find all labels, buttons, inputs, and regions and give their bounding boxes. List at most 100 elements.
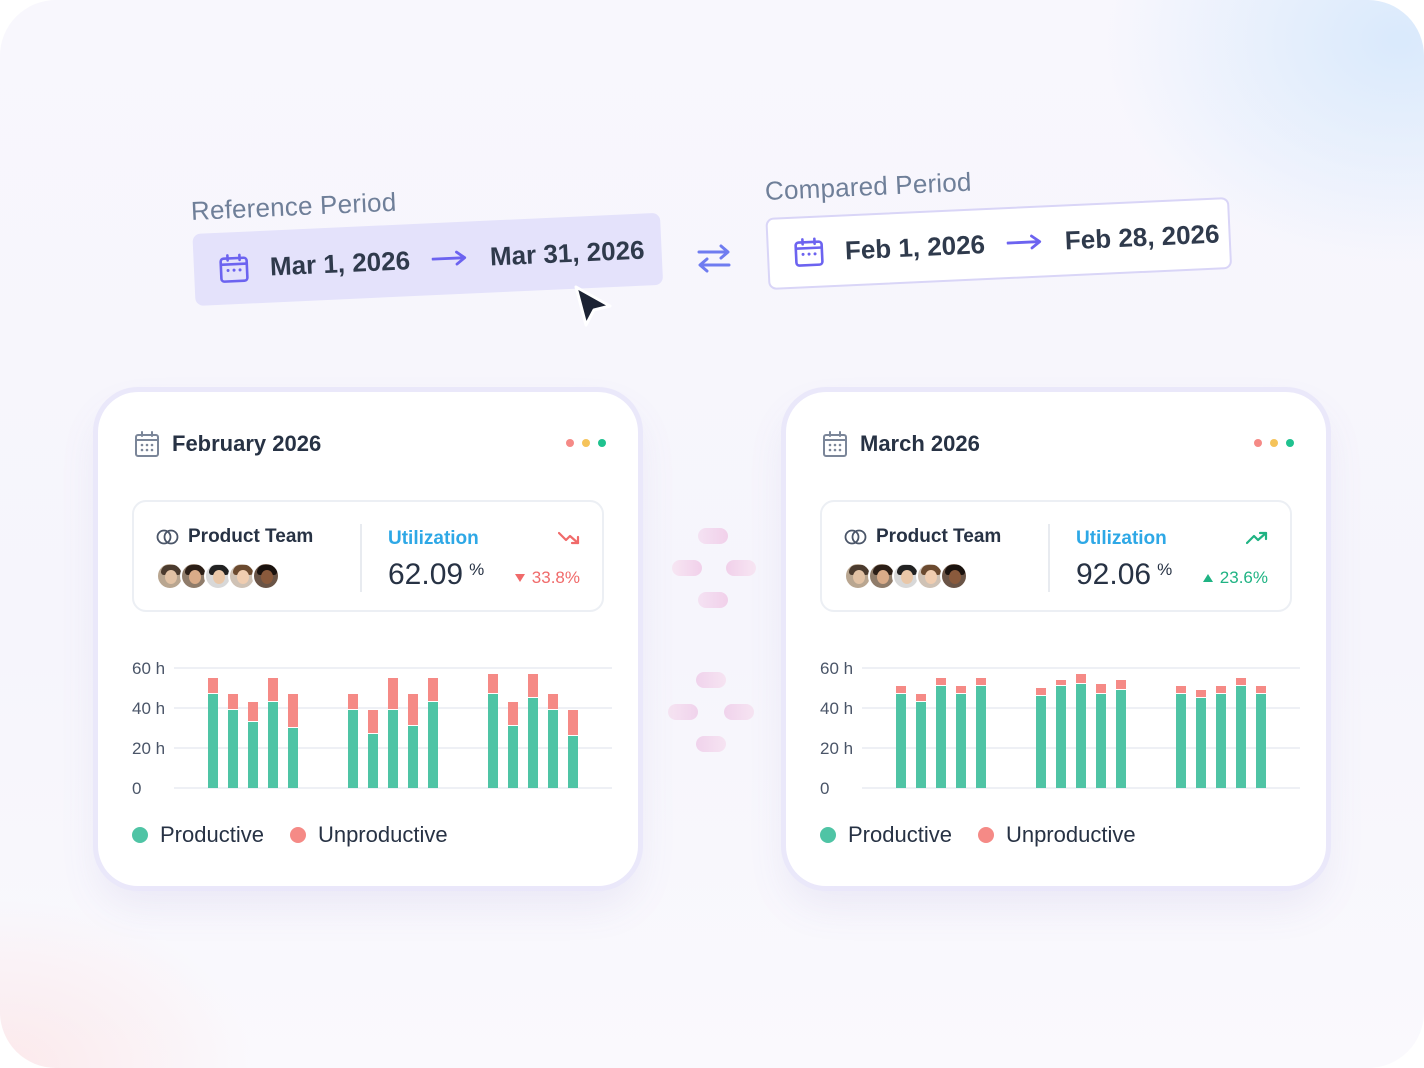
connector-decoration [668, 704, 698, 720]
bar-unproductive [508, 702, 518, 725]
y-tick-label: 0 [132, 779, 141, 798]
bar-unproductive [916, 694, 926, 701]
bar-productive [268, 702, 278, 788]
reference-end-date[interactable]: Mar 31, 2026 [489, 234, 646, 272]
bar-unproductive [1216, 686, 1226, 693]
bar-productive [548, 710, 558, 788]
legend-item-unproductive: Unproductive [977, 822, 1136, 848]
divider [1048, 524, 1050, 592]
window-dot-red [1254, 439, 1262, 447]
window-dot-yellow [1270, 439, 1278, 447]
mouse-pointer-icon [574, 285, 612, 327]
y-tick-label: 20 h [820, 739, 853, 758]
bar-unproductive [896, 686, 906, 693]
avatar [180, 562, 208, 590]
stacked-bar-chart: 0 20 h 40 h 60 h [132, 659, 612, 798]
bar-productive [348, 710, 358, 788]
bar-productive [1096, 694, 1106, 788]
connector-decoration [726, 560, 756, 576]
bar-productive [1036, 696, 1046, 788]
chart-legend: Productive Unproductive [132, 822, 474, 848]
calendar-icon [794, 237, 824, 267]
legend-dot-unproductive [289, 827, 306, 843]
bar-unproductive [488, 674, 498, 693]
bar-unproductive [288, 694, 298, 727]
utilization-delta: 23.6% [1202, 568, 1268, 588]
swap-arrows-icon[interactable] [696, 242, 732, 274]
bar-unproductive [1176, 686, 1186, 693]
bar-unproductive [1236, 678, 1246, 685]
bar-unproductive [368, 710, 378, 733]
bar-productive [228, 710, 238, 788]
reference-period-picker[interactable]: Mar 1, 2026 Mar 31, 2026 [192, 212, 664, 306]
stacked-bar-chart: 0 20 h 40 h 60 h [820, 659, 1300, 798]
compared-start-date[interactable]: Feb 1, 2026 [844, 228, 986, 265]
arrow-right-icon [431, 250, 467, 266]
avatar [916, 562, 944, 590]
calendar-icon [823, 431, 847, 457]
utilization-delta: 33.8% [514, 568, 580, 588]
connector-decoration [724, 704, 754, 720]
bar-unproductive [408, 694, 418, 725]
reference-start-date[interactable]: Mar 1, 2026 [269, 244, 411, 282]
legend-label-unproductive: Unproductive [1005, 822, 1136, 847]
triangle-up-icon [1202, 574, 1213, 582]
compared-end-date[interactable]: Feb 28, 2026 [1064, 217, 1221, 255]
bar-unproductive [528, 674, 538, 697]
bar-unproductive [976, 678, 986, 685]
bar-productive [1056, 686, 1066, 788]
bar-unproductive [1256, 686, 1266, 693]
bar-productive [916, 702, 926, 788]
connector-decoration [696, 736, 726, 752]
team-name: Product Team [188, 526, 314, 547]
bar-unproductive [228, 694, 238, 709]
bar-unproductive [1036, 688, 1046, 695]
y-tick-label: 0 [820, 779, 829, 798]
bar-unproductive [1196, 690, 1206, 697]
connector-decoration [698, 528, 728, 544]
bar-productive [288, 728, 298, 788]
bar-productive [1216, 694, 1226, 788]
card-title: February 2026 [172, 431, 322, 456]
calendar-icon [135, 431, 159, 457]
bar-productive [568, 736, 578, 788]
bar-unproductive [1116, 680, 1126, 689]
bar-productive [208, 694, 218, 788]
bar-unproductive [348, 694, 358, 709]
bar-productive [956, 694, 966, 788]
bar-unproductive [248, 702, 258, 721]
period-card-february: February 2026 Product Team [98, 392, 638, 886]
legend-item-productive: Productive [132, 822, 264, 848]
window-dot-green [598, 439, 606, 447]
connector-decoration [698, 592, 728, 608]
bar-unproductive [388, 678, 398, 709]
legend-dot-unproductive [977, 827, 994, 843]
avatar [844, 562, 872, 590]
window-dot-red [566, 439, 574, 447]
connector-decoration [672, 560, 702, 576]
bar-unproductive [268, 678, 278, 701]
avatar [252, 562, 280, 590]
bar-productive [1176, 694, 1186, 788]
bar-productive [1236, 686, 1246, 788]
compared-period-picker[interactable]: Feb 1, 2026 Feb 28, 2026 [765, 196, 1233, 290]
utilization-value: 62.09% [388, 558, 485, 591]
window-dots [1254, 439, 1294, 447]
trend-up-icon [1246, 531, 1268, 545]
bar-productive [508, 726, 518, 788]
bar-unproductive [548, 694, 558, 709]
bar-productive [936, 686, 946, 788]
team-utilization-panel: Product Team Utilization 62.09% 33.8% [132, 500, 604, 612]
legend-label-productive: Productive [848, 822, 952, 847]
legend-item-unproductive: Unproductive [289, 822, 448, 848]
avatar [892, 562, 920, 590]
avatar [156, 562, 184, 590]
arrow-right-icon [1006, 234, 1042, 250]
legend-label-productive: Productive [160, 822, 264, 847]
bar-unproductive [1056, 680, 1066, 685]
connector-decoration [696, 672, 726, 688]
avatar [228, 562, 256, 590]
utilization-label: Utilization [388, 528, 479, 549]
bar-unproductive [1096, 684, 1106, 693]
